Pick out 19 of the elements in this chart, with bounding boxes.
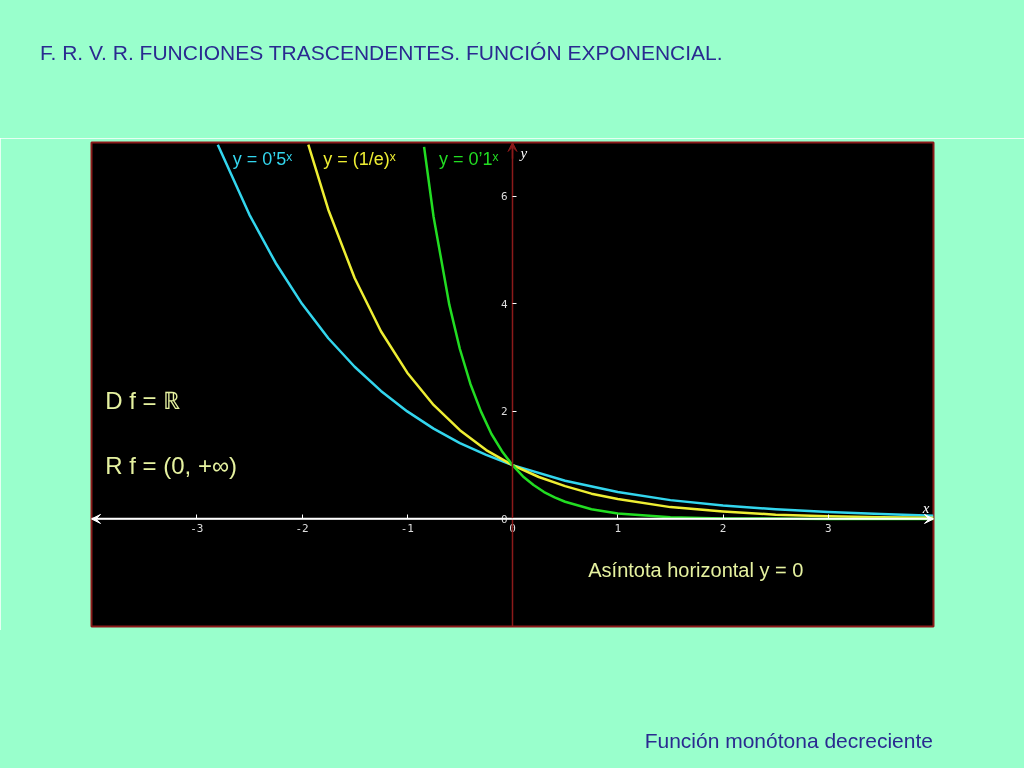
y-tick-label: 6 <box>500 190 508 204</box>
series-label: y = 0’1ˣ <box>439 148 499 169</box>
chart-title: F. R. V. R. FUNCIONES TRASCENDENTES. FUNCIÓN EXPONENCIAL. <box>40 40 723 66</box>
x-tick-label: 2 <box>719 521 727 535</box>
y-axis-title: y <box>518 144 528 161</box>
annotation: D f = ℝ <box>105 387 181 415</box>
x-tick-label: -1 <box>400 521 414 535</box>
annotation: Asíntota horizontal y = 0 <box>588 559 804 582</box>
series-label: y = 0’5ˣ <box>232 148 293 169</box>
x-tick-label: -2 <box>295 521 309 535</box>
x-tick-label: 3 <box>824 521 832 535</box>
x-tick-label: -3 <box>190 521 204 535</box>
text: Función monótona decreciente <box>644 728 933 754</box>
x-axis-title: x <box>921 499 930 516</box>
annotation: R f = (0, +∞) <box>105 451 237 479</box>
y-tick-label: 4 <box>500 297 508 311</box>
series-label: y = (1/e)ˣ <box>323 148 396 169</box>
y-tick-label: 2 <box>500 405 508 419</box>
x-tick-label: 1 <box>614 521 622 535</box>
